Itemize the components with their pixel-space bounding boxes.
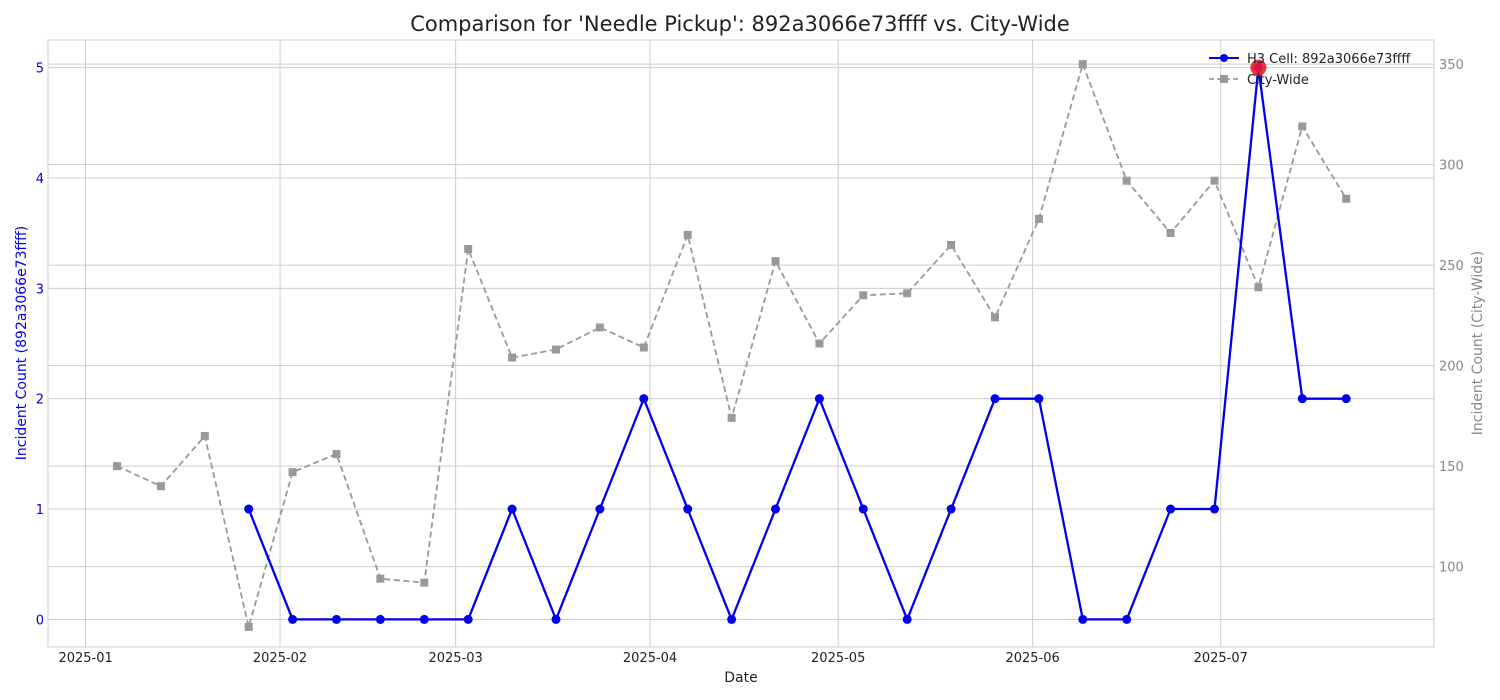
right-tick-label: 100: [1439, 561, 1464, 576]
h3-cell-point: [902, 614, 912, 624]
right-y-axis-label: Incident Count (City-Wide): [1470, 251, 1486, 435]
right-tick-label: 250: [1439, 259, 1464, 274]
plot-frame: [47, 39, 1435, 648]
h3-cell-point: [1034, 394, 1044, 404]
city-wide-point: [1122, 176, 1131, 185]
city-wide-point: [200, 431, 209, 440]
h3-cell-point: [639, 394, 649, 404]
h3-cell-point: [770, 504, 780, 514]
right-tick-label: 150: [1439, 460, 1464, 475]
x-tick-label: 2025-03: [428, 651, 482, 666]
x-tick-label: 2025-05: [811, 651, 865, 666]
legend: H3 Cell: 892a3066e73ffff City-Wide: [1209, 52, 1411, 88]
city-wide-point: [1254, 283, 1263, 292]
city-wide-point: [464, 245, 473, 254]
h3-cell-point: [727, 614, 737, 624]
city-wide-point: [639, 343, 648, 352]
h3-cell-point: [1297, 394, 1307, 404]
legend-marker-city-wide: [1220, 75, 1228, 83]
legend-label-h3-cell: H3 Cell: 892a3066e73ffff: [1247, 52, 1411, 67]
city-wide-point: [1342, 194, 1351, 203]
right-tick-label: 300: [1439, 159, 1464, 174]
x-tick-label: 2025-07: [1194, 651, 1248, 666]
h3-cell-point: [990, 394, 1000, 404]
h3-cell-point: [1166, 504, 1176, 514]
h3-cell-point: [1122, 614, 1132, 624]
city-wide-point: [1298, 122, 1307, 131]
h3-cell-point: [507, 504, 517, 514]
h3-cell-point: [1341, 394, 1351, 404]
h3-cell-point: [244, 504, 254, 514]
h3-cell-point: [419, 614, 429, 624]
left-tick-label: 4: [36, 172, 44, 187]
h3-cell-point: [683, 504, 693, 514]
h3-cell-point: [375, 614, 385, 624]
grid: [48, 40, 1434, 647]
city-wide-point: [420, 578, 429, 587]
right-tick-label: 200: [1439, 360, 1464, 375]
city-wide-point: [156, 482, 165, 491]
city-wide-point: [244, 622, 253, 631]
left-tick-label: 5: [36, 62, 44, 77]
h3-cell-point: [946, 504, 956, 514]
h3-cell-point: [1078, 614, 1088, 624]
left-y-axis-label: Incident Count (892a3066e73ffff): [14, 226, 30, 461]
right-y-axis: 100 150 200 250 300 350: [1439, 58, 1464, 575]
city-wide-point: [990, 313, 999, 322]
left-tick-label: 2: [36, 393, 44, 408]
x-tick-label: 2025-02: [253, 651, 307, 666]
city-wide-point: [1034, 214, 1043, 223]
city-wide-point: [112, 462, 121, 471]
city-wide-point: [551, 345, 560, 354]
legend-marker-h3-cell: [1220, 54, 1228, 62]
city-wide-point: [683, 230, 692, 239]
city-wide-point: [288, 468, 297, 477]
left-tick-label: 0: [36, 613, 44, 628]
city-wide-point: [771, 257, 780, 266]
left-tick-label: 1: [36, 503, 44, 518]
h3-cell-point: [595, 504, 605, 514]
city-wide-point: [1166, 228, 1175, 237]
city-wide-point: [727, 413, 736, 422]
right-tick-label: 350: [1439, 58, 1464, 73]
city-wide-point: [1078, 60, 1087, 69]
left-tick-label: 3: [36, 282, 44, 297]
h3-cell-point: [463, 614, 473, 624]
h3-cell-point: [1209, 504, 1219, 514]
city-wide-point: [332, 450, 341, 459]
legend-label-city-wide: City-Wide: [1247, 73, 1309, 88]
h3-cell-point: [858, 504, 868, 514]
x-tick-label: 2025-06: [1005, 651, 1059, 666]
city-wide-point: [376, 574, 385, 583]
h3-cell-point: [814, 394, 824, 404]
series-line-h3-cell: [247, 66, 1347, 621]
x-axis-label: Date: [724, 670, 757, 686]
chart-title: Comparison for 'Needle Pickup': 892a3066…: [410, 12, 1070, 36]
city-wide-point: [903, 289, 912, 298]
h3-cell-point: [288, 614, 298, 624]
city-wide-point: [947, 241, 956, 250]
left-y-axis: 0 1 2 3 4 5: [36, 62, 44, 629]
city-wide-point: [1210, 176, 1219, 185]
city-wide-point: [508, 353, 517, 362]
city-wide-point: [859, 291, 868, 300]
x-tick-label: 2025-04: [623, 651, 677, 666]
x-axis: 2025-01 2025-02 2025-03 2025-04 2025-05 2025-…: [58, 651, 1247, 666]
h3-cell-point: [551, 614, 561, 624]
city-wide-point: [595, 323, 604, 332]
h3-cell-point: [331, 614, 341, 624]
highlight-point: [1250, 59, 1267, 76]
series-layer: [112, 59, 1351, 631]
city-wide-point: [815, 339, 824, 348]
x-tick-label: 2025-01: [58, 651, 112, 666]
